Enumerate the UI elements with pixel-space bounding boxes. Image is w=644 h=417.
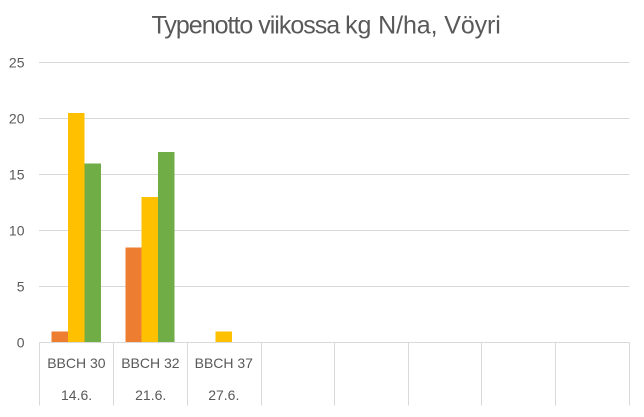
svg-text:BBCH 32: BBCH 32 <box>121 355 180 371</box>
svg-text:Typenotto viikossa kg N/ha, Vö: Typenotto viikossa kg N/ha, Vöyri <box>152 12 501 40</box>
svg-text:20: 20 <box>9 111 25 127</box>
svg-text:BBCH 30: BBCH 30 <box>47 355 106 371</box>
svg-text:21.6.: 21.6. <box>135 387 166 403</box>
svg-text:27.6.: 27.6. <box>208 387 239 403</box>
svg-text:25: 25 <box>9 55 25 71</box>
svg-text:0: 0 <box>17 335 25 351</box>
svg-text:15: 15 <box>9 167 25 183</box>
svg-text:5: 5 <box>17 279 25 295</box>
svg-text:10: 10 <box>9 223 25 239</box>
svg-text:14.6.: 14.6. <box>61 387 92 403</box>
svg-text:BBCH 37: BBCH 37 <box>195 355 254 371</box>
